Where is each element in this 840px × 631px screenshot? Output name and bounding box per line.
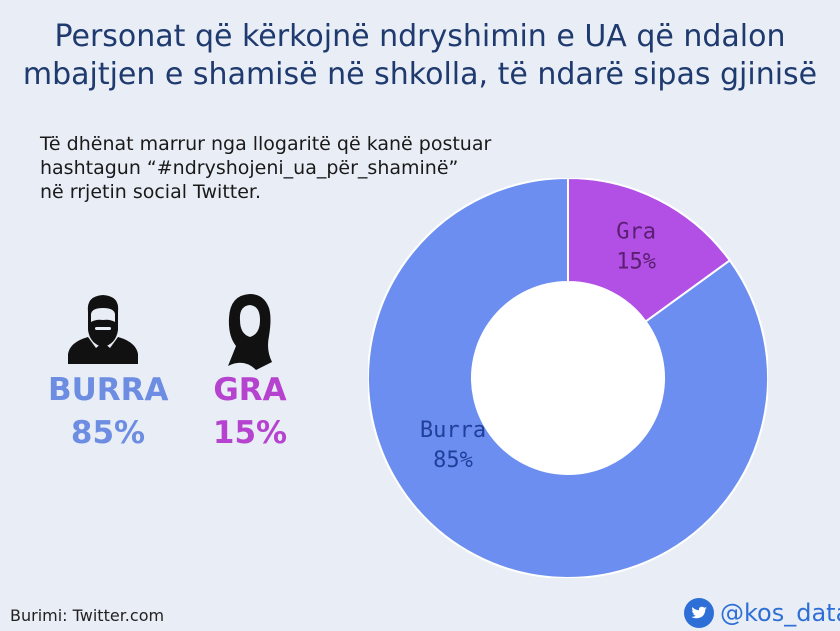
title-line-1: Personat që kërkojnë ndryshimin e UA që … [54, 19, 786, 54]
slice-category-gra: Gra [616, 219, 656, 244]
slice-value-burra: 85% [433, 448, 473, 473]
man-bearded-icon [68, 295, 138, 364]
donut-hole [472, 282, 664, 474]
twitter-handle[interactable]: @kos_data [684, 595, 840, 631]
subtitle-line-2: hashtagun “#ndryshojeni_ua_për_shaminë” [40, 157, 459, 179]
chart-title: Personat që kërkojnë ndryshimin e UA që … [0, 18, 840, 94]
women-stat: GRA 15% [195, 372, 305, 452]
men-label: BURRA [48, 372, 169, 408]
twitter-bird-icon [684, 598, 714, 628]
women-value: 15% [212, 415, 288, 451]
source-note: Burimi: Twitter.com [10, 606, 165, 625]
men-value: 85% [70, 415, 146, 451]
woman-hijab-icon [228, 294, 272, 370]
chart-subtitle: Të dhënat marrur nga llogaritë që kanë p… [40, 132, 500, 204]
subtitle-line-3: në rrjetin social Twitter. [40, 181, 262, 203]
slice-category-burra: Burra [420, 418, 486, 443]
slice-value-gra: 15% [616, 249, 656, 274]
slice-label-burra: Burra 85% [420, 418, 486, 473]
women-label: GRA [213, 372, 287, 408]
donut-chart: Gra 15% Burra 85% [368, 178, 768, 578]
slice-label-gra: Gra 15% [616, 219, 656, 274]
title-line-2: mbajtjen e shamisë në shkolla, të ndarë … [22, 57, 818, 92]
handle-text: @kos_data [720, 599, 840, 627]
subtitle-line-1: Të dhënat marrur nga llogaritë që kanë p… [40, 133, 492, 155]
men-stat: BURRA 85% [48, 372, 169, 452]
